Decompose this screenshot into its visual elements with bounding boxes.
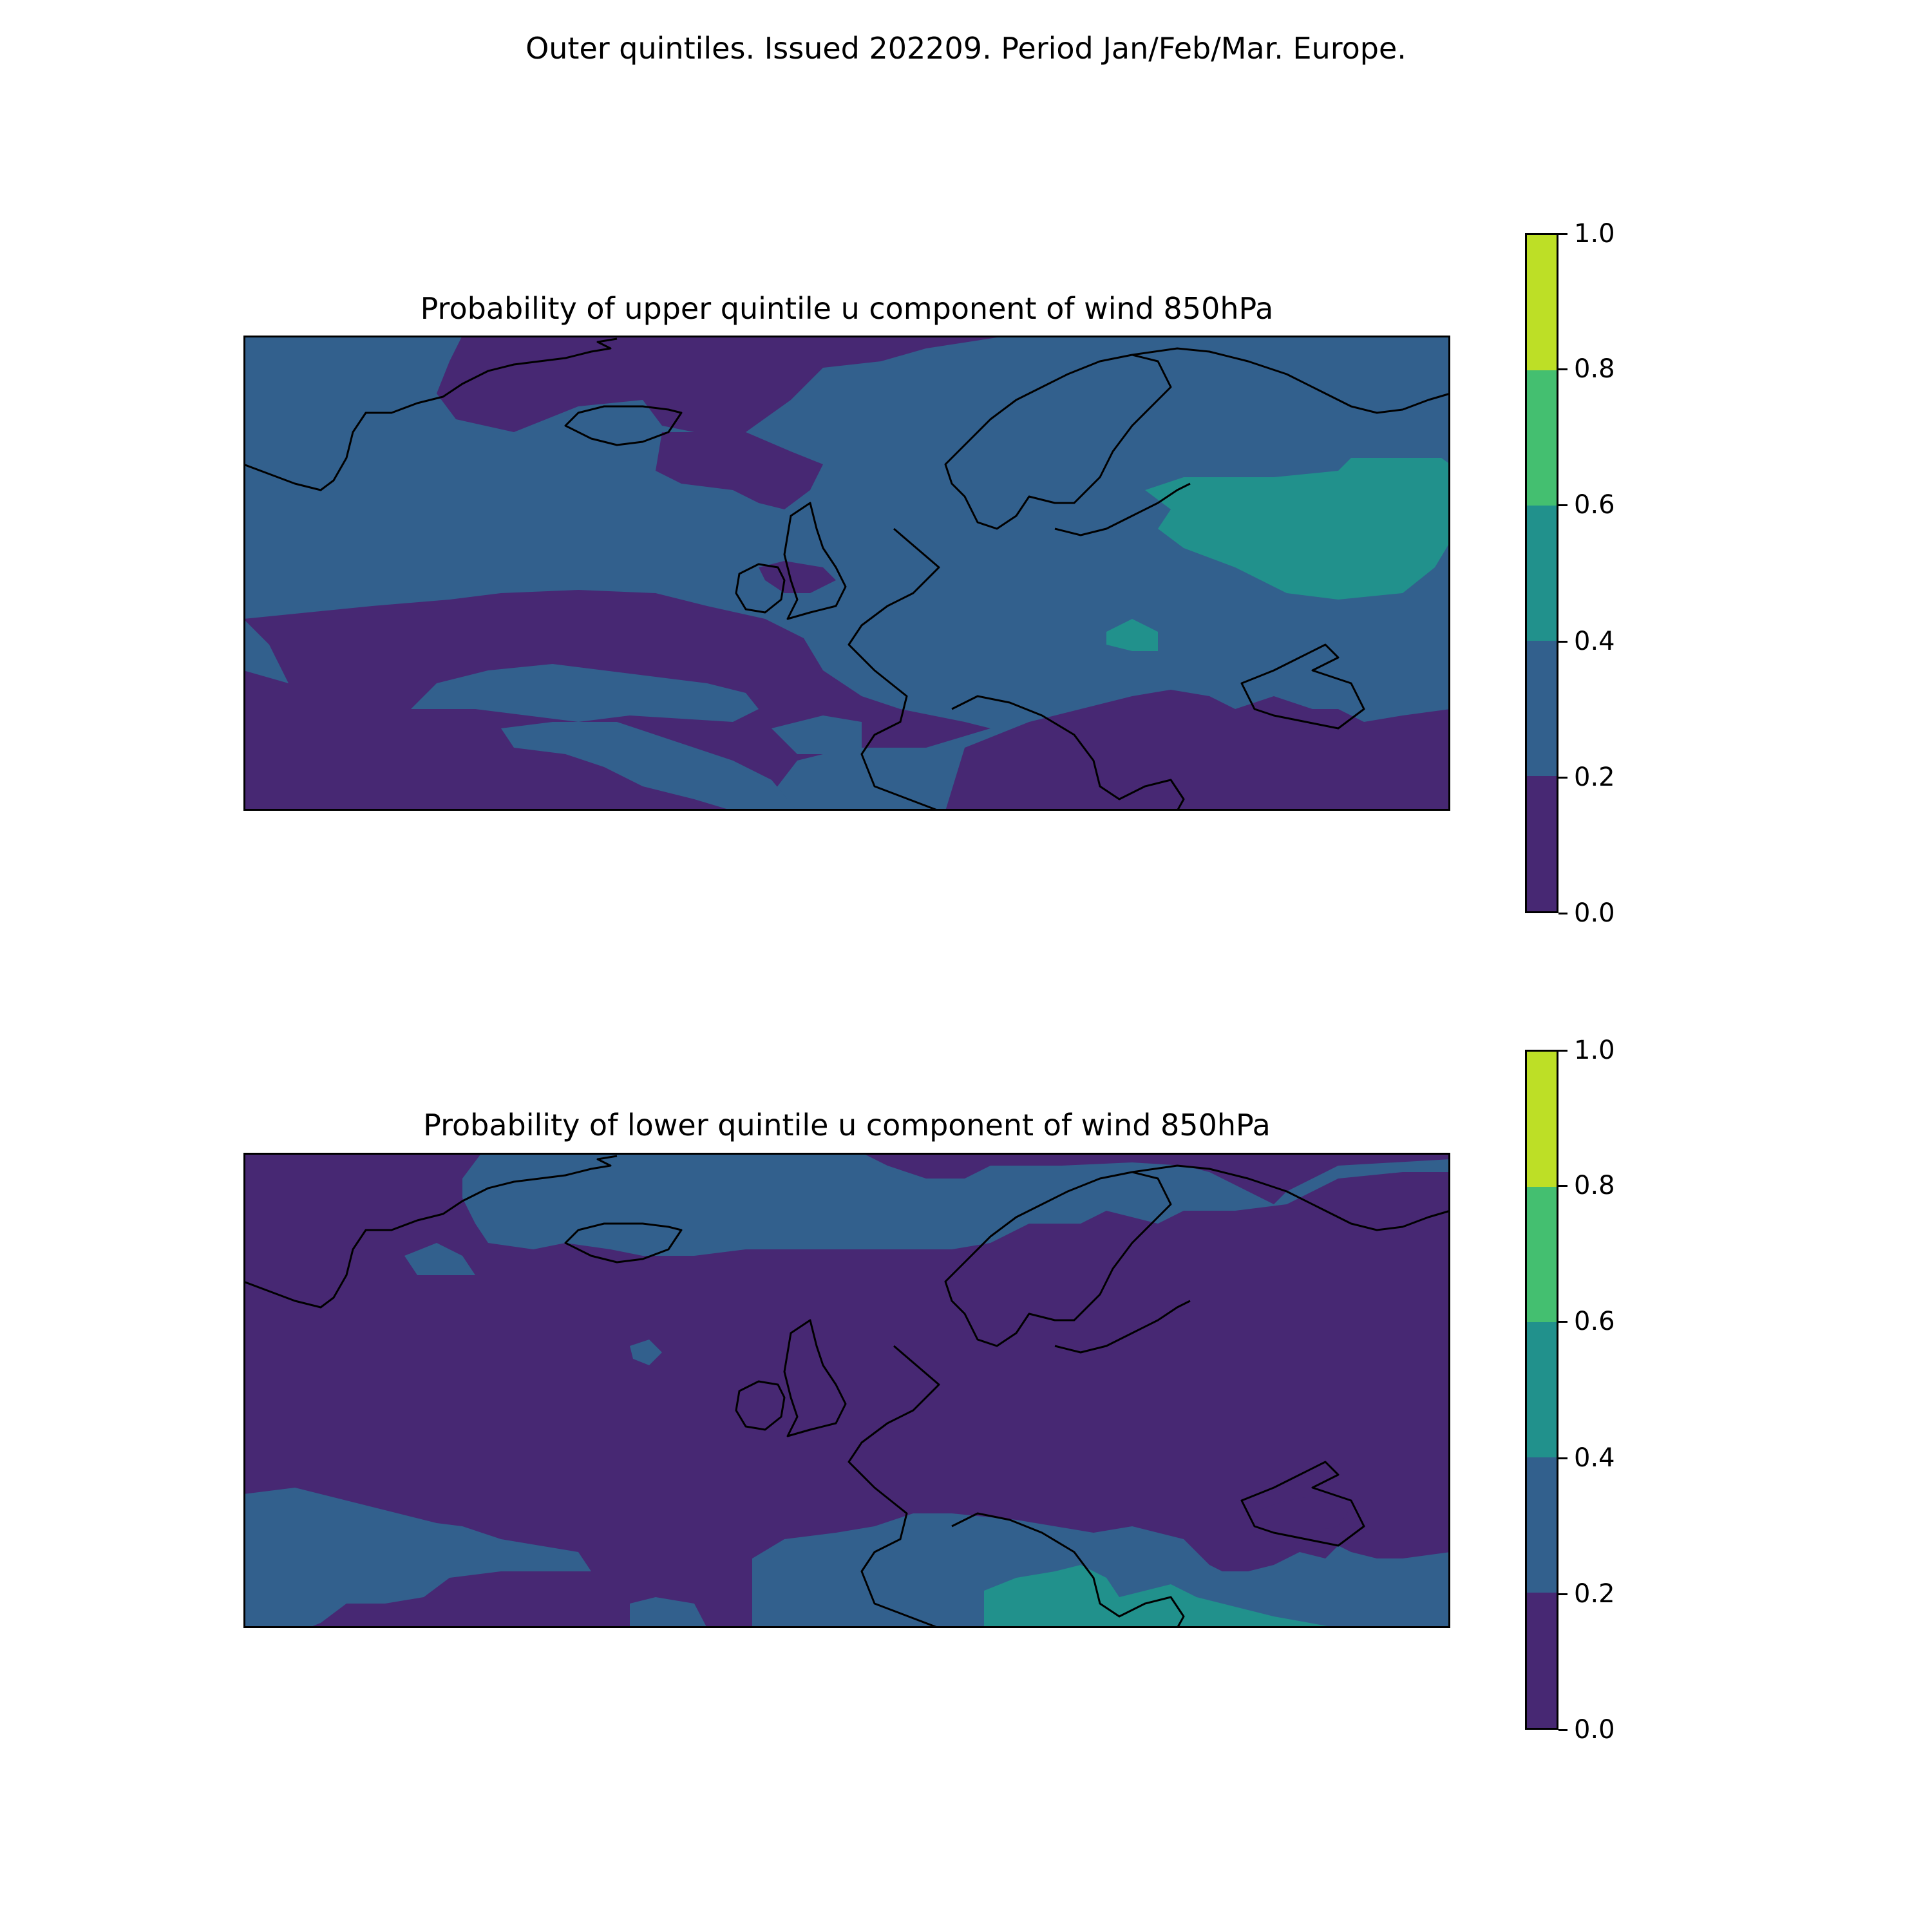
mainland-coast <box>848 527 940 811</box>
iceland-coast <box>564 405 683 446</box>
coastlines <box>243 1155 1450 1628</box>
colorbar-segment-4 <box>1527 1052 1557 1187</box>
map-frame <box>243 1153 1450 1628</box>
greenland-coast <box>243 1155 618 1309</box>
britain-coast <box>783 1319 847 1437</box>
region-mediterranean <box>752 1513 1450 1628</box>
baltic-coast <box>1054 482 1191 536</box>
category-mid-regions <box>243 1153 1450 1628</box>
mainland-coast <box>848 1345 940 1628</box>
russia-arctic-coast <box>1132 1164 1450 1231</box>
coastlines <box>243 337 1450 811</box>
scandinavia-coast <box>944 354 1172 530</box>
island-subtropic <box>501 722 797 811</box>
map-title-upper: Probability of upper quintile u componen… <box>420 291 1274 326</box>
category-high-regions <box>984 1565 1338 1628</box>
island-iberia <box>772 715 862 754</box>
colorbar-lower <box>1525 1050 1558 1730</box>
ireland-coast <box>735 563 786 614</box>
ireland-coast <box>735 1380 786 1431</box>
colorbar-segment-0 <box>1527 1593 1557 1728</box>
category-low-pocket <box>1248 1494 1351 1539</box>
colorbar-segment-0 <box>1527 776 1557 911</box>
colorbar-segment-4 <box>1527 235 1557 370</box>
region-ukraine <box>1106 619 1158 651</box>
region-atlantic-patch <box>630 1340 662 1365</box>
region-iceland-band <box>462 1153 1450 1256</box>
map-upper-quintile <box>243 336 1450 811</box>
figure-suptitle: Outer quintiles. Issued 202209. Period J… <box>526 31 1406 66</box>
colorbar-segment-2 <box>1527 506 1557 641</box>
black-sea-coast <box>1240 643 1365 730</box>
scandinavia-coast <box>944 1171 1172 1347</box>
colorbar-segment-2 <box>1527 1322 1557 1457</box>
mediterranean-coast <box>951 1512 1185 1628</box>
region-atlantic-sw <box>243 1488 591 1628</box>
map-lower-quintile <box>243 1153 1450 1628</box>
region-greenland-coast <box>404 1243 475 1275</box>
category-mid-islands <box>411 664 862 811</box>
britain-coast <box>783 502 847 620</box>
colorbar-segment-1 <box>1527 641 1557 776</box>
region-atlantic-south <box>630 1597 707 1628</box>
colorbar-segment-3 <box>1527 1187 1557 1322</box>
region-libya <box>984 1565 1338 1628</box>
map-frame <box>243 336 1450 811</box>
greenland-coast <box>243 337 618 491</box>
colorbar-upper <box>1525 233 1558 913</box>
colorbar-segment-3 <box>1527 370 1557 506</box>
region-north-sea <box>656 432 823 509</box>
iceland-coast <box>564 1222 683 1264</box>
mediterranean-coast <box>951 695 1185 811</box>
baltic-coast <box>1054 1300 1191 1354</box>
colorbar-segment-1 <box>1527 1457 1557 1593</box>
region-med-turkey <box>945 690 1450 811</box>
region-iceland-north <box>437 336 1010 432</box>
island-atlantic-band <box>411 664 759 722</box>
category-high-regions <box>1106 458 1450 651</box>
russia-arctic-coast <box>1132 347 1450 414</box>
black-sea-coast <box>1240 1461 1365 1547</box>
pocket-black-sea <box>1248 1494 1351 1539</box>
region-baltic-russia <box>1145 458 1450 600</box>
map-title-lower: Probability of lower quintile u componen… <box>423 1108 1271 1142</box>
